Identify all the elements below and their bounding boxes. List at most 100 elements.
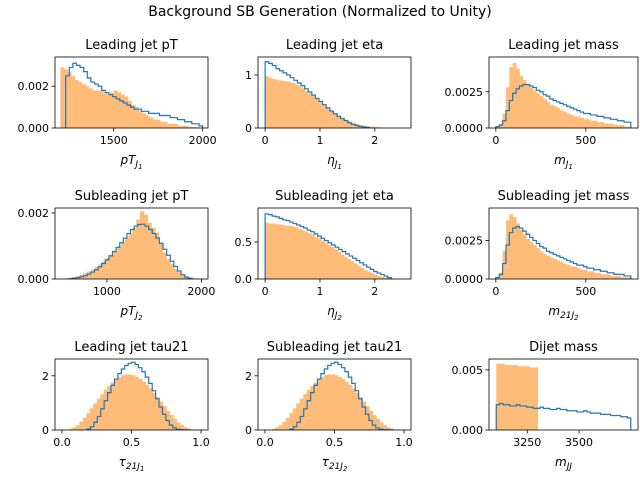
x-axis-label: τ21J2 xyxy=(322,455,348,473)
filled-bar xyxy=(526,84,530,128)
filled-bar xyxy=(120,94,125,128)
filled-bar xyxy=(334,375,339,430)
filled-bar xyxy=(311,96,315,128)
filled-bar xyxy=(288,225,292,279)
filled-bar xyxy=(570,266,574,279)
x-tick-label: 2 xyxy=(371,134,378,147)
filled-bar xyxy=(289,413,294,430)
filled-bar xyxy=(502,251,507,279)
filled-bar xyxy=(103,389,108,430)
y-tick-label: 0.005 xyxy=(452,364,484,377)
y-tick-label: 0.0 xyxy=(235,273,253,286)
filled-bar xyxy=(573,116,578,128)
filled-bar xyxy=(314,236,319,279)
y-tick-label: 0.000 xyxy=(18,122,50,135)
subplot-4: 1000 2000 0.000 0.002 Subleading jet pT pTJ2 xyxy=(18,189,216,322)
filled-bar xyxy=(103,92,107,128)
filled-bar xyxy=(362,401,367,430)
filled-bar xyxy=(155,232,160,279)
filled-bar xyxy=(613,275,618,279)
y-tick-label: 0.0000 xyxy=(445,122,484,135)
filled-bar xyxy=(590,120,595,128)
filled-histogram xyxy=(68,374,202,430)
filled-bar xyxy=(298,228,302,279)
filled-bar xyxy=(570,114,574,128)
x-axis-label: m21J2 xyxy=(548,304,579,322)
step-histogram xyxy=(495,402,632,430)
filled-bar xyxy=(306,389,311,430)
filled-bar xyxy=(124,96,129,128)
filled-bar xyxy=(377,276,381,279)
filled-bar xyxy=(128,374,132,430)
filled-bar xyxy=(107,386,112,430)
filled-bar xyxy=(184,125,189,128)
filled-bar xyxy=(85,86,90,128)
filled-bar xyxy=(275,79,279,128)
filled-bar xyxy=(563,112,568,128)
filled-bar xyxy=(495,277,500,279)
filled-bar xyxy=(495,126,500,128)
filled-bar xyxy=(370,126,375,128)
x-tick-label: 0.5 xyxy=(326,436,344,449)
filled-bar xyxy=(158,242,164,279)
filled-bar xyxy=(576,268,581,279)
subplot-title: Subleading jet tau21 xyxy=(267,340,403,355)
filled-bar xyxy=(522,234,527,279)
filled-bar xyxy=(145,385,150,430)
subplot-title: Leading jet eta xyxy=(286,38,383,53)
filled-histogram xyxy=(60,67,204,128)
step-histogram xyxy=(264,61,370,128)
filled-bar xyxy=(142,113,147,128)
filled-bar xyxy=(291,82,296,128)
filled-bar xyxy=(580,269,584,279)
filled-bar xyxy=(357,265,361,279)
filled-bar xyxy=(334,113,338,128)
filled-bar xyxy=(607,123,611,128)
filled-bar xyxy=(304,231,309,279)
filled-bar xyxy=(386,427,391,430)
filled-bar xyxy=(380,276,384,279)
filled-histogram xyxy=(271,374,405,430)
x-tick-label: 0.0 xyxy=(256,436,274,449)
axes-frame xyxy=(54,207,209,280)
filled-bar xyxy=(299,398,304,430)
x-tick-label: 500 xyxy=(575,285,596,298)
filled-bar xyxy=(505,220,510,279)
axes-frame xyxy=(488,207,639,280)
filled-bar xyxy=(597,272,601,279)
filled-bar xyxy=(549,257,554,279)
step-histogram xyxy=(495,83,632,128)
filled-bar xyxy=(138,379,143,430)
axes-frame xyxy=(488,358,639,431)
filled-bar xyxy=(559,262,564,279)
x-tick-label: 1 xyxy=(316,285,323,298)
filled-bar xyxy=(278,425,283,430)
y-tick-label: 0.0000 xyxy=(445,273,484,286)
filled-bar xyxy=(148,388,153,430)
x-tick-label: 2 xyxy=(371,285,378,298)
filled-bar xyxy=(174,269,179,279)
filled-bar xyxy=(87,271,92,279)
filled-bar xyxy=(131,375,136,430)
subplot-title: Leading jet mass xyxy=(508,38,619,53)
filled-bar xyxy=(580,117,584,128)
filled-bar xyxy=(278,224,282,279)
filled-bar xyxy=(128,233,133,279)
filled-bar xyxy=(340,254,345,279)
filled-bar xyxy=(509,67,514,128)
filled-bar xyxy=(132,228,137,279)
filled-bar xyxy=(496,363,501,430)
step-histogram xyxy=(264,213,392,279)
filled-bar xyxy=(350,122,355,128)
filled-bar xyxy=(603,274,608,279)
subplot-7: 0.0 0.5 1.0 0 2 Leading jet tau21 τ21J1 xyxy=(42,340,210,473)
filled-bar xyxy=(162,406,167,430)
filled-bar xyxy=(147,222,152,279)
filled-bar xyxy=(271,428,276,430)
filled-bar xyxy=(93,403,98,430)
x-tick-label: 0 xyxy=(262,134,269,147)
filled-bar xyxy=(321,104,325,128)
filled-bar xyxy=(181,125,186,128)
filled-bar xyxy=(617,275,622,279)
